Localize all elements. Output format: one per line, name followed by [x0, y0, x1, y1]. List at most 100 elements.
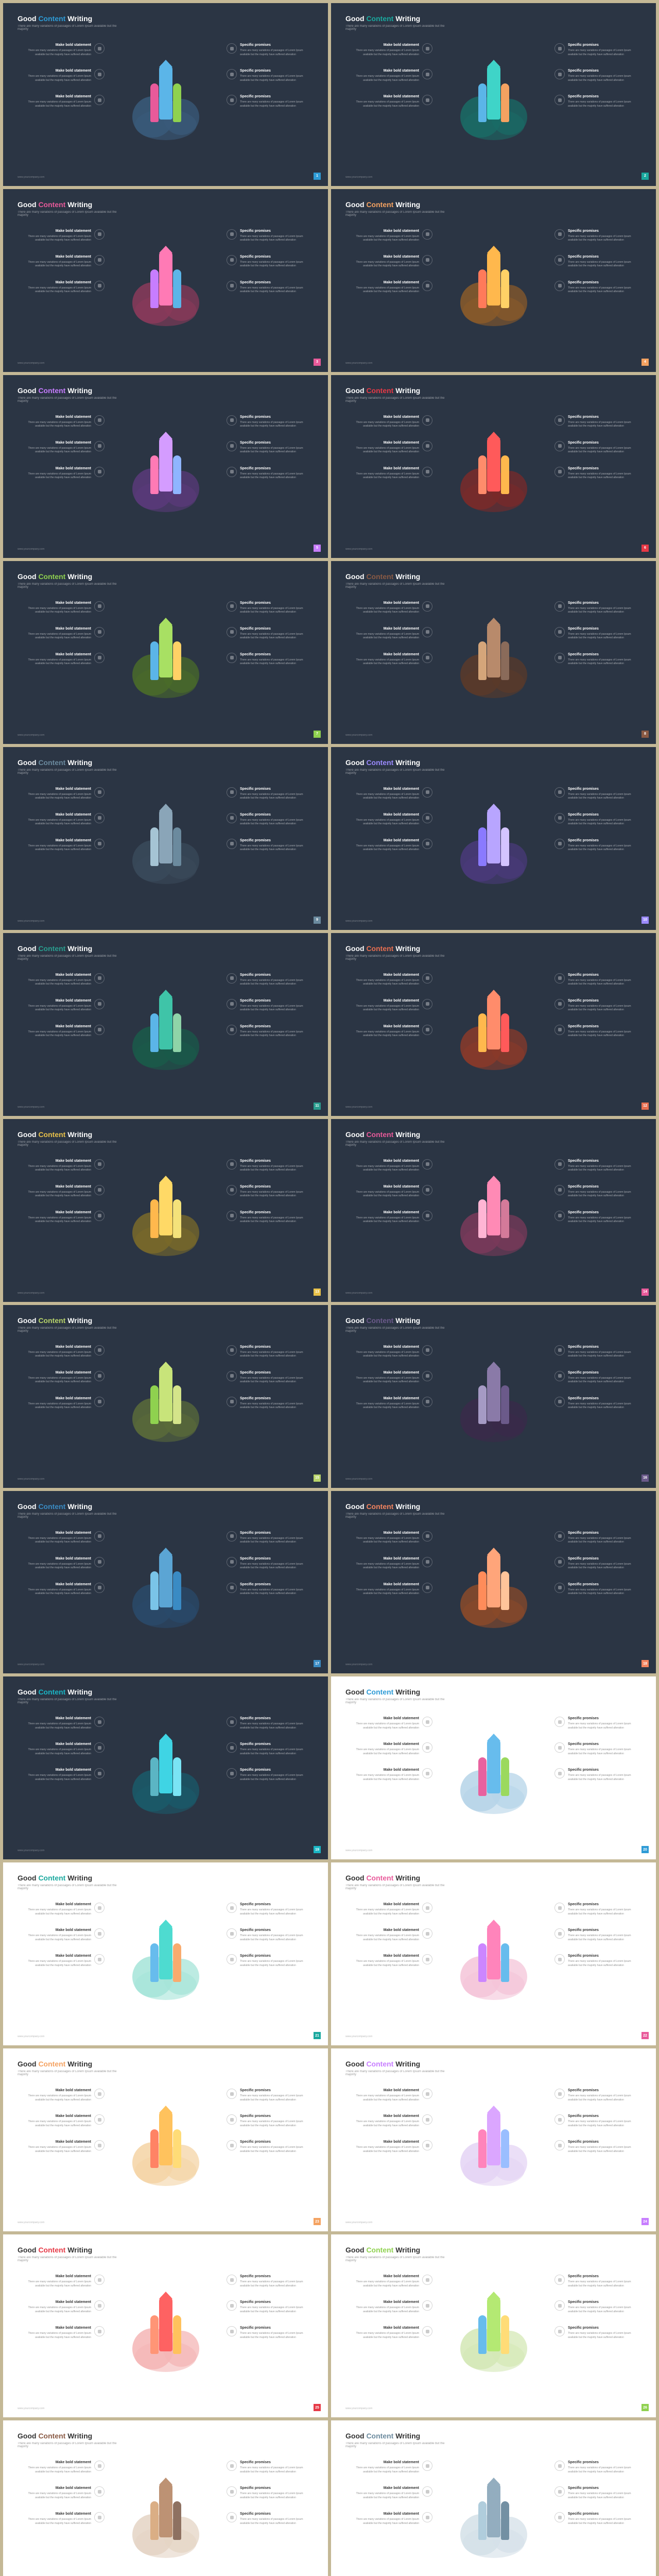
feature-heading: Specific promises	[568, 1717, 641, 1720]
feature-item: Specific promises There are many variati…	[223, 2486, 314, 2500]
slide-title: Good Content Writing	[18, 200, 92, 209]
feature-desc: There are many variations of passages of…	[18, 658, 91, 666]
slide: Good Content Writing There are many vari…	[331, 2420, 656, 2576]
feature-desc: There are many variations of passages of…	[240, 2146, 314, 2154]
feature-icon	[554, 441, 565, 451]
slide-title: Good Content Writing	[18, 1688, 92, 1696]
feature-desc: There are many variations of passages of…	[18, 261, 91, 268]
feature-item: Specific promises There are many variati…	[223, 69, 314, 82]
feature-item: Make bold statement There are many varia…	[18, 1159, 108, 1173]
feature-icon	[227, 255, 237, 265]
rocket-illustration	[460, 1347, 527, 1450]
rocket-booster-left	[478, 2501, 487, 2540]
feature-desc: There are many variations of passages of…	[568, 1216, 641, 1224]
feature-icon	[554, 1345, 565, 1355]
feature-desc: There are many variations of passages of…	[345, 235, 419, 243]
feature-item: Make bold statement There are many varia…	[345, 1345, 436, 1359]
feature-item: Make bold statement There are many varia…	[18, 2512, 108, 2526]
feature-icon	[422, 467, 432, 477]
feature-desc: There are many variations of passages of…	[568, 2120, 641, 2128]
feature-heading: Make bold statement	[345, 1345, 419, 1349]
features-right: Specific promises There are many variati…	[551, 415, 641, 493]
rocket-booster-right	[173, 1943, 181, 1982]
feature-desc: There are many variations of passages of…	[18, 1563, 91, 1570]
features-right: Specific promises There are many variati…	[551, 973, 641, 1050]
feature-icon	[422, 1583, 432, 1593]
rocket-booster-left	[478, 455, 487, 494]
feature-icon	[227, 415, 237, 426]
slide-subtitle: There are many variations of passages of…	[18, 583, 120, 589]
feature-desc: There are many variations of passages of…	[240, 1563, 314, 1570]
rocket-body	[487, 2295, 500, 2351]
feature-item: Make bold statement There are many varia…	[345, 1531, 436, 1545]
feature-desc: There are many variations of passages of…	[568, 979, 641, 987]
feature-icon	[94, 1397, 105, 1407]
feature-desc: There are many variations of passages of…	[345, 1030, 419, 1038]
feature-desc: There are many variations of passages of…	[345, 1537, 419, 1545]
feature-heading: Make bold statement	[345, 1928, 419, 1932]
rocket-booster-left	[150, 827, 159, 866]
feature-desc: There are many variations of passages of…	[568, 286, 641, 294]
feature-heading: Make bold statement	[345, 1583, 419, 1586]
rocket-body	[159, 1179, 172, 1235]
feature-heading: Make bold statement	[345, 1557, 419, 1561]
footer-url: www.yourcompany.com	[18, 1663, 44, 1666]
page-number-badge: 25	[314, 2404, 321, 2411]
feature-heading: Specific promises	[240, 1742, 314, 1746]
rocket-body	[159, 1551, 172, 1607]
feature-heading: Specific promises	[240, 1954, 314, 1958]
feature-desc: There are many variations of passages of…	[240, 844, 314, 852]
feature-icon	[422, 2300, 432, 2311]
slide-grid: Good Content Writing There are many vari…	[0, 0, 659, 2576]
features-right: Specific promises There are many variati…	[223, 787, 314, 865]
feature-desc: There are many variations of passages of…	[240, 1191, 314, 1198]
slide-title: Good Content Writing	[345, 944, 420, 953]
feature-heading: Specific promises	[568, 1025, 641, 1028]
feature-item: Make bold statement There are many varia…	[18, 839, 108, 852]
feature-desc: There are many variations of passages of…	[18, 1005, 91, 1012]
feature-icon	[554, 95, 565, 105]
rocket-booster-right	[173, 2315, 181, 2354]
feature-heading: Specific promises	[568, 2461, 641, 2464]
feature-heading: Specific promises	[568, 281, 641, 284]
feature-heading: Make bold statement	[18, 1397, 91, 1400]
feature-icon	[94, 839, 105, 849]
feature-icon	[227, 973, 237, 984]
feature-heading: Specific promises	[568, 2512, 641, 2516]
slide-subtitle: There are many variations of passages of…	[345, 2442, 448, 2448]
feature-item: Make bold statement There are many varia…	[345, 2300, 436, 2314]
feature-desc: There are many variations of passages of…	[240, 607, 314, 615]
features-left: Make bold statement There are many varia…	[345, 973, 436, 1050]
feature-item: Make bold statement There are many varia…	[345, 839, 436, 852]
feature-heading: Specific promises	[568, 653, 641, 656]
features-right: Specific promises There are many variati…	[223, 973, 314, 1050]
feature-item: Specific promises There are many variati…	[223, 281, 314, 294]
feature-item: Make bold statement There are many varia…	[18, 229, 108, 243]
feature-heading: Make bold statement	[345, 1531, 419, 1535]
feature-heading: Specific promises	[568, 1768, 641, 1772]
features-right: Specific promises There are many variati…	[551, 1159, 641, 1236]
feature-heading: Make bold statement	[345, 229, 419, 233]
feature-item: Make bold statement There are many varia…	[18, 2114, 108, 2128]
feature-heading: Make bold statement	[18, 839, 91, 842]
footer-url: www.yourcompany.com	[345, 1663, 372, 1666]
rocket-booster-left	[478, 1385, 487, 1424]
feature-heading: Make bold statement	[18, 2140, 91, 2144]
feature-heading: Specific promises	[240, 973, 314, 977]
page-number-badge: 26	[641, 2404, 649, 2411]
feature-icon	[94, 601, 105, 612]
rocket-booster-right	[501, 641, 509, 680]
feature-item: Specific promises There are many variati…	[551, 1159, 641, 1173]
feature-desc: There are many variations of passages of…	[568, 793, 641, 801]
features-right: Specific promises There are many variati…	[551, 1903, 641, 1980]
features-left: Make bold statement There are many varia…	[18, 2461, 108, 2538]
feature-icon	[94, 1717, 105, 1727]
slide: Good Content Writing There are many vari…	[3, 1862, 328, 2045]
feature-item: Specific promises There are many variati…	[551, 229, 641, 243]
feature-heading: Specific promises	[240, 787, 314, 791]
page-number-badge: 5	[314, 545, 321, 552]
feature-desc: There are many variations of passages of…	[18, 447, 91, 454]
feature-icon	[422, 69, 432, 79]
feature-heading: Make bold statement	[18, 1025, 91, 1028]
feature-item: Specific promises There are many variati…	[551, 2512, 641, 2526]
